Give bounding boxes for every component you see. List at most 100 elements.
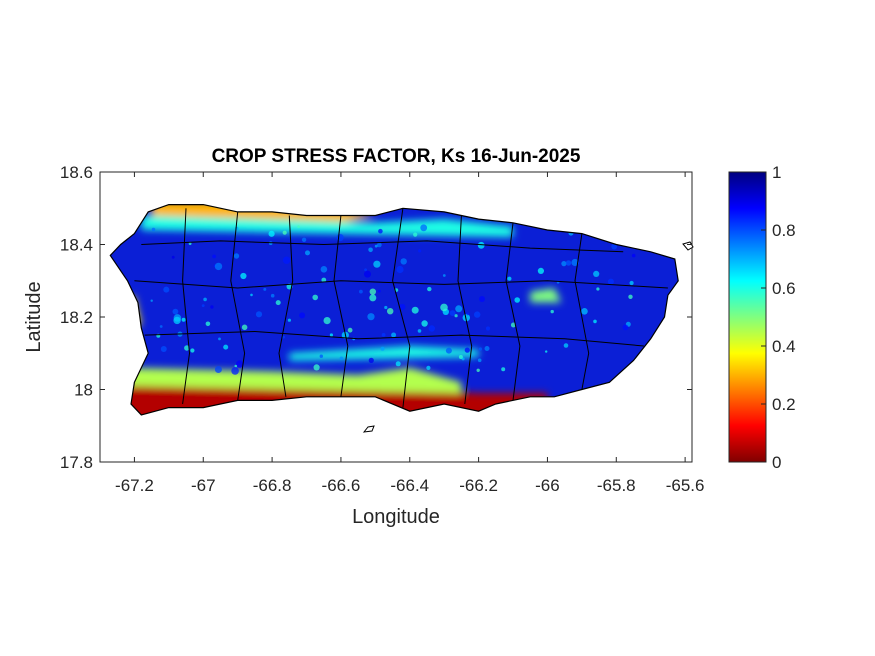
field-speck <box>233 253 240 259</box>
field-speck <box>172 308 179 315</box>
field-speck <box>454 314 458 318</box>
field-speck <box>381 333 386 337</box>
offshore-island-caja-de-muertos <box>362 425 375 433</box>
field-speck <box>270 293 275 298</box>
field-speck <box>184 345 190 351</box>
boundary-line <box>144 330 644 347</box>
colorbar-tick-label: 1 <box>772 163 781 182</box>
field-speck <box>282 230 287 235</box>
x-tick-label: -66.6 <box>322 476 361 495</box>
field-speck <box>474 311 481 318</box>
field-speck <box>268 241 273 245</box>
field-speck <box>374 244 378 248</box>
colorbar <box>728 171 767 463</box>
field-speck <box>301 237 307 242</box>
field-speck <box>428 325 435 332</box>
field-speck <box>417 329 422 333</box>
field-speck <box>150 299 153 302</box>
y-tick-label: 17.8 <box>60 453 93 472</box>
field-speck <box>203 297 207 302</box>
boundary-line <box>574 233 590 390</box>
field-speck <box>188 242 192 246</box>
field-speck <box>212 254 217 259</box>
field-speck <box>369 288 376 295</box>
field-speck <box>413 232 418 237</box>
field-speck <box>545 350 548 353</box>
field-speck <box>368 247 373 253</box>
field-speck <box>329 333 333 337</box>
boundary-line <box>141 240 624 253</box>
field-speck <box>561 261 567 267</box>
y-axis-ticks: 17.8 18 18.2 18.4 18.6 <box>60 163 692 472</box>
field-speck <box>297 225 300 228</box>
field-speck <box>299 312 306 319</box>
field-speck <box>537 267 545 274</box>
y-tick-label: 18 <box>74 381 93 400</box>
field-speck <box>420 224 428 232</box>
field-speck <box>628 294 633 299</box>
x-axis-label: Longitude <box>352 506 440 528</box>
field-speck <box>629 280 634 286</box>
x-tick-label: -65.6 <box>666 476 705 495</box>
field-speck <box>466 312 470 316</box>
field-speck <box>319 354 323 358</box>
field-speck <box>151 227 156 232</box>
field-speck <box>275 300 281 306</box>
x-tick-label: -67 <box>191 476 216 495</box>
boundary-line <box>505 222 521 401</box>
field-speck <box>359 289 363 294</box>
field-speck <box>336 234 344 242</box>
field-speck <box>507 276 512 281</box>
field-speck <box>173 316 181 325</box>
field-speck <box>218 337 221 341</box>
boundary-line <box>182 208 191 405</box>
colorbar-tick-label: 0.4 <box>772 337 796 356</box>
field-speck <box>378 228 383 234</box>
field-speck <box>418 249 422 253</box>
field-speck <box>421 320 428 327</box>
field-speck <box>282 256 291 264</box>
x-tick-label: -66 <box>535 476 560 495</box>
x-tick-label: -66.8 <box>253 476 292 495</box>
boundary-line <box>392 208 411 408</box>
field-speck <box>477 241 485 249</box>
field-speck <box>449 310 456 316</box>
field-speck <box>455 305 463 313</box>
x-axis-ticks: -67.2 -67 -66.8 -66.6 -66.4 -66.2 -66 -65.8 -65.… <box>115 172 704 495</box>
field-speck <box>369 294 377 302</box>
field-speck <box>510 322 516 328</box>
boundary-line <box>457 215 473 405</box>
field-speck <box>400 258 407 265</box>
field-speck <box>485 326 491 331</box>
municipality-boundaries <box>134 208 668 408</box>
field-speck <box>426 365 431 370</box>
colorbar-tick-label: 0.2 <box>772 395 796 414</box>
field-band <box>141 215 514 238</box>
field-speck <box>478 347 482 351</box>
field-speck <box>565 260 572 266</box>
field-speck <box>464 347 470 353</box>
field-speck <box>550 309 554 314</box>
field-speck <box>234 364 238 368</box>
field-speck <box>287 318 291 322</box>
colorbar-tick-label: 0.8 <box>772 221 796 240</box>
field-speck <box>391 332 397 338</box>
field-speck <box>593 270 600 277</box>
field-speck <box>205 321 211 327</box>
y-tick-label: 18.2 <box>60 308 93 327</box>
field-speck <box>514 297 520 303</box>
field-speck <box>313 364 320 371</box>
field-speck <box>593 319 597 324</box>
field-speck <box>384 305 388 310</box>
field-speck <box>190 348 195 353</box>
x-tick-label: -65.8 <box>597 476 636 495</box>
field-speck <box>364 268 367 272</box>
field-speck <box>250 293 253 297</box>
field-speck <box>581 308 588 315</box>
field-speck <box>163 286 170 293</box>
field-speck <box>399 303 406 311</box>
field-speck <box>159 325 163 328</box>
field-speck <box>607 278 614 285</box>
field-speck <box>305 250 310 256</box>
